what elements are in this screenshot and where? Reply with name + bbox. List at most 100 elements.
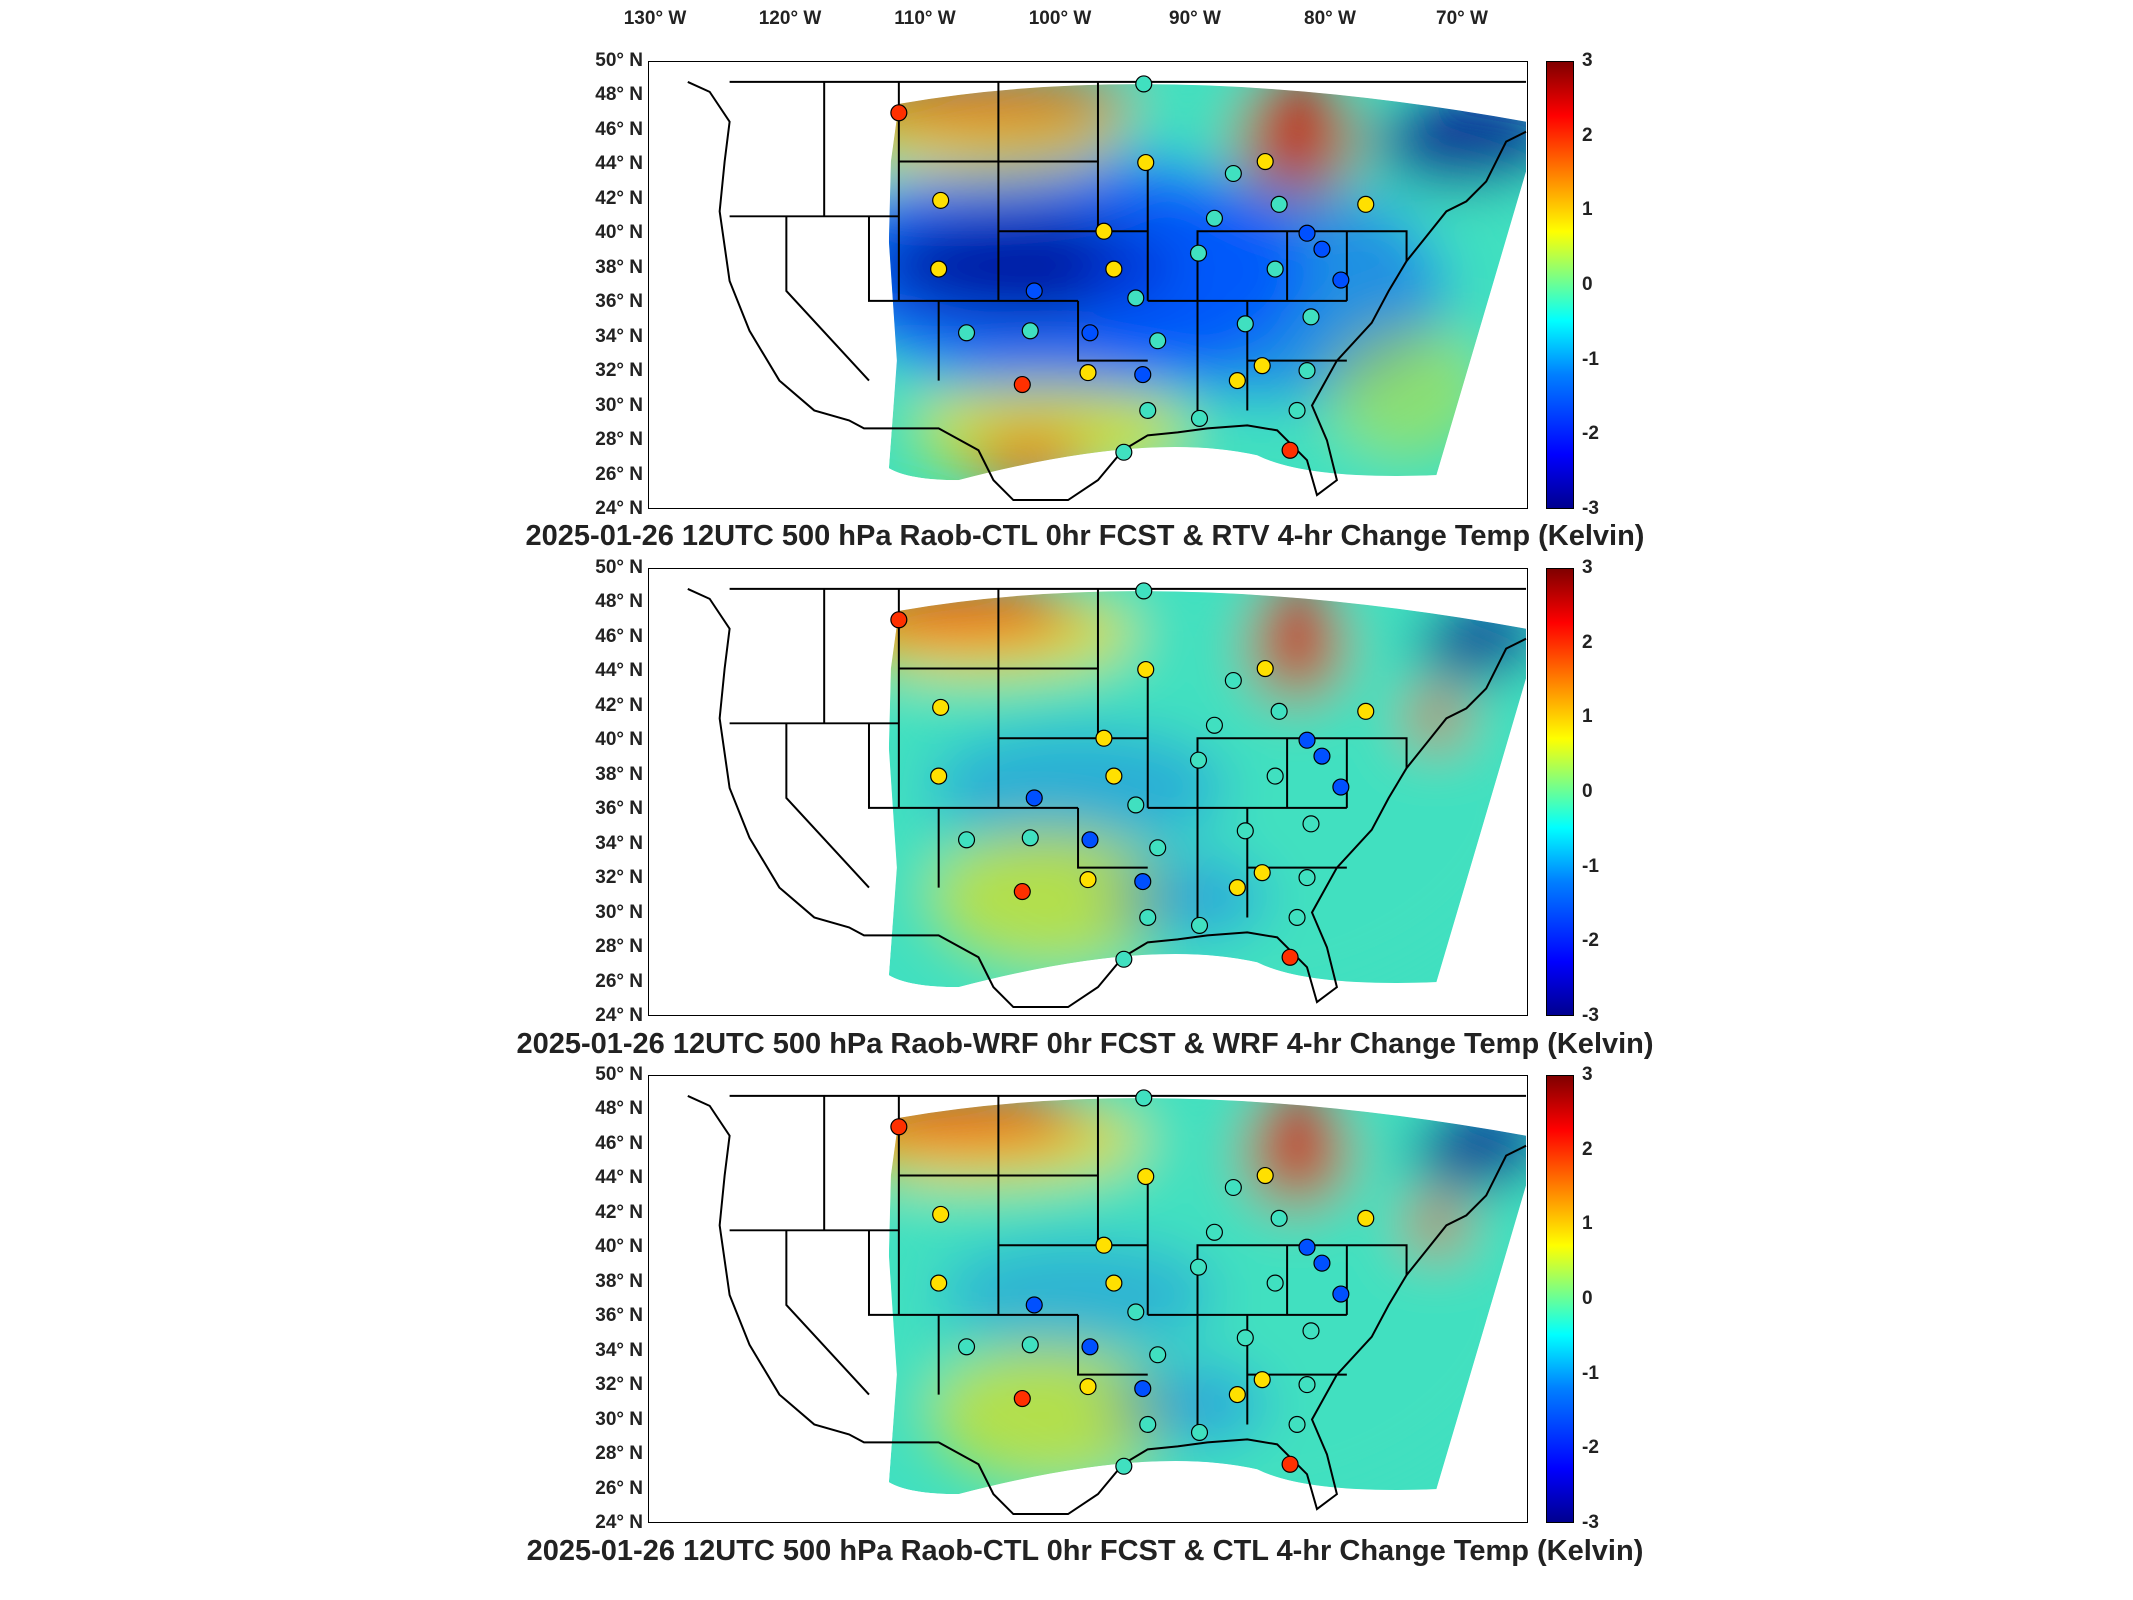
raob-station-marker xyxy=(1228,879,1246,897)
raob-station-marker xyxy=(1288,401,1306,419)
temperature-anomaly xyxy=(928,728,1228,848)
raob-station-marker xyxy=(1095,1236,1113,1254)
raob-station-marker xyxy=(1332,778,1350,796)
temperature-anomaly xyxy=(1107,1364,1268,1445)
raob-station-marker xyxy=(1228,1386,1246,1404)
raob-station-marker xyxy=(932,191,950,209)
raob-station-marker xyxy=(1266,767,1284,785)
raob-station-marker xyxy=(1115,1457,1133,1475)
temperature-map xyxy=(648,568,1528,1016)
lat-label: 34° N xyxy=(595,1339,643,1361)
raob-station-marker xyxy=(1332,1285,1350,1303)
lat-label: 48° N xyxy=(595,591,643,613)
raob-station-marker xyxy=(1357,195,1375,213)
raob-stations xyxy=(890,1089,1375,1475)
lat-label: 46° N xyxy=(595,1132,643,1154)
lat-label: 38° N xyxy=(595,1270,643,1292)
lon-label-90w: 90° W xyxy=(1169,8,1221,29)
raob-station-marker xyxy=(1135,75,1153,93)
raob-station-marker xyxy=(890,104,908,122)
coastline xyxy=(687,588,1527,1009)
temperature-anomalies xyxy=(888,84,1527,481)
lat-label: 44° N xyxy=(595,1167,643,1189)
lat-label: 46° N xyxy=(595,625,643,647)
lat-label: 26° N xyxy=(595,463,643,485)
raob-station-marker xyxy=(1298,224,1316,242)
lat-label: 50° N xyxy=(595,50,643,71)
lon-label-70w: 70° W xyxy=(1436,8,1488,29)
lon-label-100w: 100° W xyxy=(1028,8,1092,29)
raob-station-marker xyxy=(1189,1258,1208,1276)
colorbar-tick-label: -1 xyxy=(1582,855,1599,877)
lat-label: 42° N xyxy=(595,1201,643,1223)
colorbar-tick-label: 3 xyxy=(1582,557,1593,578)
lat-label: 50° N xyxy=(595,557,643,578)
raob-station-marker xyxy=(1224,164,1242,183)
temperature-anomaly xyxy=(1247,593,1347,704)
colorbar-tick-label: 1 xyxy=(1582,199,1593,221)
raob-station-marker xyxy=(1256,1166,1274,1185)
coastline xyxy=(687,81,1527,502)
state-boundaries xyxy=(687,587,1527,1009)
raob-station-marker xyxy=(1135,1089,1153,1107)
colorbar-tick-label: 0 xyxy=(1582,781,1593,802)
raob-station-marker xyxy=(1025,282,1043,300)
raob-station-marker xyxy=(930,1274,948,1292)
lon-label-110w: 110° W xyxy=(894,8,956,29)
raob-station-marker xyxy=(1139,401,1157,419)
raob-station-marker xyxy=(1313,747,1331,765)
temperature-anomaly xyxy=(888,591,1079,644)
lat-label: 30° N xyxy=(595,1408,643,1430)
colorbar-tick-label: -2 xyxy=(1582,930,1599,952)
raob-station-marker xyxy=(1302,308,1320,326)
raob-stations xyxy=(890,582,1375,968)
temperature-anomaly xyxy=(1107,857,1268,938)
colorbar-tick-label: -1 xyxy=(1582,348,1599,370)
raob-station-marker xyxy=(1236,822,1254,840)
colorbar-tick-label: -3 xyxy=(1582,498,1599,519)
colorbar-tick-label: 3 xyxy=(1582,1064,1593,1085)
raob-station-marker xyxy=(1298,1238,1316,1256)
interior-boundaries xyxy=(729,588,1408,918)
raob-station-marker xyxy=(957,324,976,342)
lat-label: 30° N xyxy=(595,394,643,416)
raob-station-marker xyxy=(1288,1415,1306,1433)
raob-station-marker xyxy=(1139,908,1157,926)
raob-station-marker xyxy=(1025,1296,1043,1314)
colorbar-tick-label: 0 xyxy=(1582,274,1593,295)
panel-title: 2025-01-26 12UTC 500 hPa Raob-WRF 0hr FC… xyxy=(516,1028,1654,1060)
temperature-anomaly xyxy=(968,430,1088,481)
raob-station-marker xyxy=(1236,1329,1254,1347)
raob-station-marker xyxy=(1081,831,1099,849)
raob-station-marker xyxy=(1281,1455,1299,1473)
raob-station-marker xyxy=(1105,1274,1123,1292)
raob-station-marker xyxy=(1139,1415,1157,1433)
colorbar-tick-label: -2 xyxy=(1582,1437,1599,1459)
raob-station-marker xyxy=(1302,815,1320,833)
raob-station-marker xyxy=(1025,789,1043,807)
lat-label: 42° N xyxy=(595,694,643,716)
raob-station-marker xyxy=(1298,362,1316,380)
raob-station-marker xyxy=(1137,153,1155,172)
lat-label: 46° N xyxy=(595,118,643,140)
raob-station-marker xyxy=(1127,796,1145,814)
lat-label: 36° N xyxy=(595,291,643,313)
map-svg xyxy=(687,1089,1527,1516)
lat-label: 28° N xyxy=(595,936,643,958)
raob-station-marker xyxy=(1013,375,1031,394)
colorbar-tick-label: 1 xyxy=(1582,706,1593,728)
colorbar-tick-label: 1 xyxy=(1582,1213,1593,1235)
colorbar-tick-label: -1 xyxy=(1582,1362,1599,1384)
raob-station-marker xyxy=(1253,864,1271,882)
raob-station-marker xyxy=(1298,1376,1316,1394)
lat-label: 28° N xyxy=(595,1443,643,1465)
raob-station-marker xyxy=(1137,660,1155,679)
raob-station-marker xyxy=(1134,873,1152,891)
raob-station-marker xyxy=(1313,1254,1331,1272)
raob-station-marker xyxy=(1288,908,1306,926)
raob-station-marker xyxy=(1236,315,1254,333)
colorbar xyxy=(1546,568,1574,1016)
raob-station-marker xyxy=(1270,702,1288,720)
lat-label: 26° N xyxy=(595,1477,643,1499)
raob-station-marker xyxy=(1298,869,1316,887)
